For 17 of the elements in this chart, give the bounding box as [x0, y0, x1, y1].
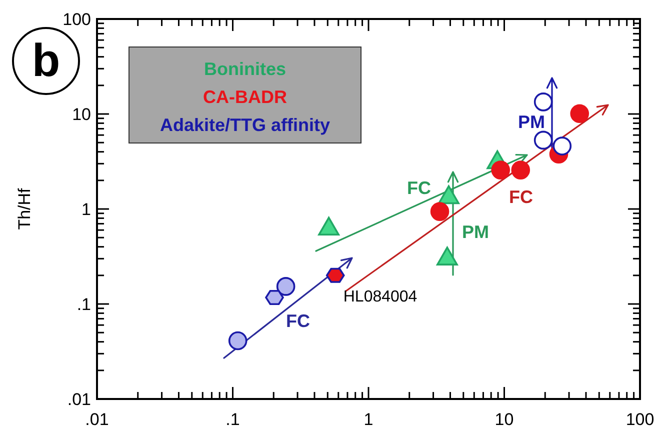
y-tick-label: 1 [82, 200, 91, 219]
annotation: HL084004 [343, 288, 418, 306]
text: b [32, 34, 60, 86]
annotation: PM [518, 112, 545, 132]
annotation: FC [407, 178, 431, 198]
annotation: PM [462, 222, 489, 242]
annotation: FC [509, 187, 533, 207]
annotation: FC [286, 311, 310, 331]
x-tick-label: .1 [226, 410, 240, 429]
y-axis-title: Th/Hf [15, 188, 34, 230]
x-tick-label: 1 [364, 410, 374, 429]
x-tick-label: 100 [626, 410, 654, 429]
y-tick-label: 10 [72, 105, 91, 124]
y-tick-label: .1 [76, 295, 91, 314]
y-tick-label: 100 [62, 10, 91, 29]
y-tick-label: .01 [67, 390, 91, 409]
x-tick-label: 10 [494, 410, 514, 429]
